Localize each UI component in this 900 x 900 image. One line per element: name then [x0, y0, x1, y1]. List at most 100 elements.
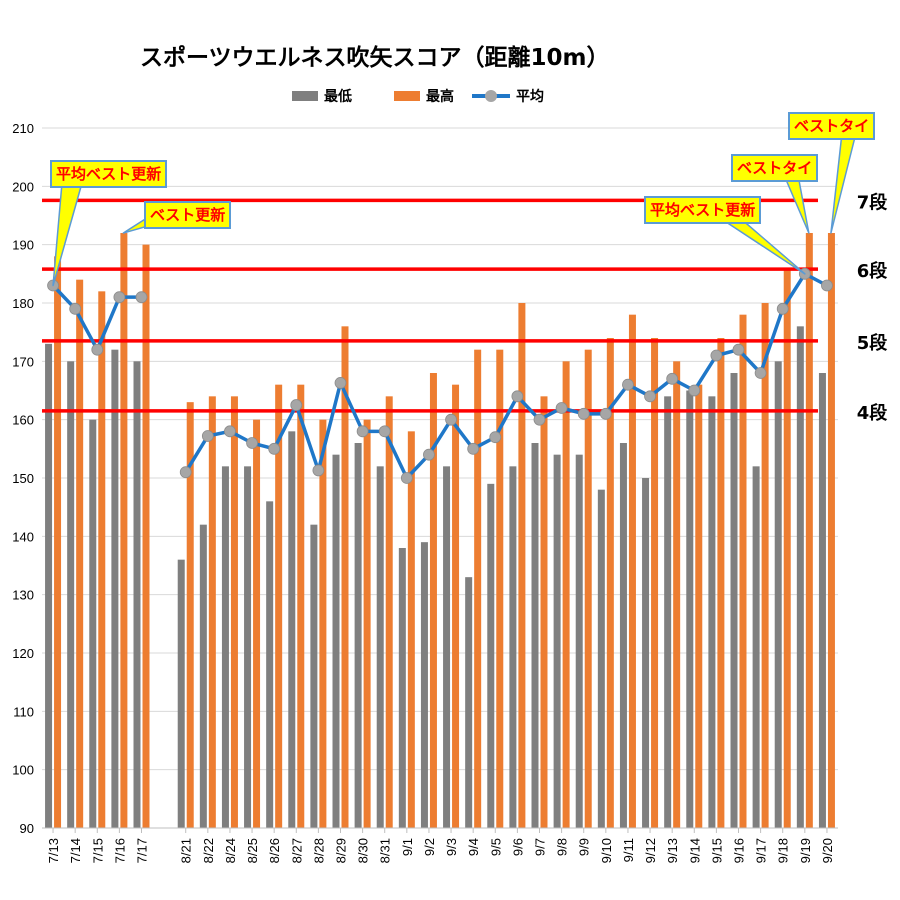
- bar-min: [354, 443, 362, 828]
- bar-min: [619, 443, 627, 828]
- annotation-avg-best-left: 平均ベスト更新: [50, 160, 168, 188]
- legend-swatch-min: [292, 91, 318, 101]
- bar-min: [487, 483, 495, 828]
- y-tick-label: 90: [20, 821, 34, 836]
- avg-point: [776, 302, 789, 315]
- x-tick-label: 9/7: [533, 838, 548, 856]
- bar-max: [230, 396, 238, 828]
- bar-max: [208, 396, 216, 828]
- bar-max: [562, 361, 570, 828]
- avg-point: [599, 407, 612, 420]
- x-tick-label: 9/17: [754, 838, 769, 863]
- rank-label: 6段: [857, 260, 889, 282]
- x-tick-label: 8/21: [179, 838, 194, 863]
- x-tick-label: 8/29: [334, 838, 349, 863]
- x-tick-label: 9/9: [577, 838, 592, 856]
- bar-max: [496, 349, 504, 828]
- avg-point: [224, 425, 236, 438]
- bar-max: [805, 233, 813, 828]
- legend-label-avg: 平均: [516, 89, 544, 105]
- legend-swatch-avg: [472, 89, 510, 103]
- bar-max: [363, 419, 371, 828]
- bar-max: [474, 349, 482, 828]
- bar-min: [310, 524, 318, 828]
- legend-label-max: 最高: [426, 89, 454, 105]
- avg-point: [732, 343, 745, 356]
- bar-min: [730, 373, 738, 828]
- y-tick-label: 120: [12, 646, 34, 661]
- x-tick-label: 8/24: [223, 838, 238, 863]
- avg-point: [91, 343, 104, 356]
- x-tick-label: 9/20: [820, 838, 835, 863]
- avg-point: [533, 413, 546, 426]
- y-tick-label: 140: [12, 529, 34, 544]
- avg-point: [113, 291, 126, 304]
- callout-pointer: [783, 174, 810, 234]
- y-tick-label: 180: [12, 296, 34, 311]
- avg-point: [179, 466, 192, 479]
- avg-point: [688, 384, 701, 397]
- bar-max: [98, 291, 106, 828]
- bar-max: [651, 338, 659, 828]
- bar-max: [695, 384, 703, 828]
- x-tick-label: 9/16: [732, 838, 747, 863]
- bar-min: [575, 454, 583, 828]
- bar-min: [796, 326, 804, 828]
- bar-min: [398, 548, 406, 828]
- x-tick-label: 8/25: [245, 838, 260, 863]
- y-tick-label: 200: [12, 179, 34, 194]
- bar-max: [297, 384, 305, 828]
- bar-max: [761, 303, 769, 828]
- x-tick-label: 9/4: [466, 838, 481, 856]
- avg-point: [754, 367, 767, 379]
- legend-item-max: 最高: [394, 86, 454, 106]
- bar-min: [443, 466, 451, 828]
- avg-point: [445, 413, 457, 426]
- y-tick-label: 160: [12, 413, 34, 428]
- rank-label: 5段: [857, 332, 889, 354]
- bar-min: [642, 478, 650, 828]
- y-tick-label: 170: [12, 354, 34, 369]
- bar-min: [221, 466, 229, 828]
- rank-label: 7段: [857, 191, 889, 213]
- bar-max: [76, 279, 84, 829]
- bar-max: [739, 314, 747, 829]
- bar-min: [553, 454, 561, 828]
- legend-item-min: 最低: [292, 86, 352, 106]
- x-tick-label: 9/11: [621, 838, 636, 862]
- y-tick-label: 100: [12, 763, 34, 778]
- avg-point: [334, 377, 347, 389]
- bar-max: [783, 268, 791, 828]
- bar-max: [584, 349, 592, 828]
- bar-max: [452, 384, 460, 828]
- avg-point: [312, 464, 325, 477]
- x-tick-label: 7/14: [68, 838, 83, 863]
- x-tick-label: 7/13: [46, 838, 61, 863]
- x-tick-label: 8/22: [201, 838, 216, 863]
- bar-max: [319, 419, 327, 828]
- x-tick-label: 9/15: [709, 838, 724, 863]
- bar-min: [818, 373, 826, 828]
- bar-max: [518, 303, 526, 828]
- avg-point: [423, 448, 435, 461]
- bar-min: [686, 390, 694, 828]
- rank-label: 4段: [857, 402, 889, 424]
- annotation-avg-best-right: 平均ベスト更新: [644, 196, 762, 224]
- bar-max: [253, 419, 261, 828]
- bar-max: [717, 338, 725, 828]
- x-tick-label: 7/16: [112, 838, 127, 863]
- bar-min: [111, 349, 119, 828]
- bar-min: [332, 454, 340, 828]
- y-tick-label: 210: [12, 121, 34, 136]
- avg-point: [644, 390, 656, 403]
- avg-point: [246, 437, 258, 449]
- x-tick-label: 9/10: [599, 838, 614, 863]
- x-tick-label: 9/6: [510, 838, 525, 856]
- bar-min: [177, 559, 185, 828]
- bar-min: [288, 431, 296, 828]
- bar-max: [142, 244, 150, 828]
- y-tick-label: 190: [12, 238, 34, 253]
- x-tick-label: 9/2: [422, 838, 437, 856]
- bar-min: [199, 524, 207, 828]
- bar-max: [673, 361, 681, 828]
